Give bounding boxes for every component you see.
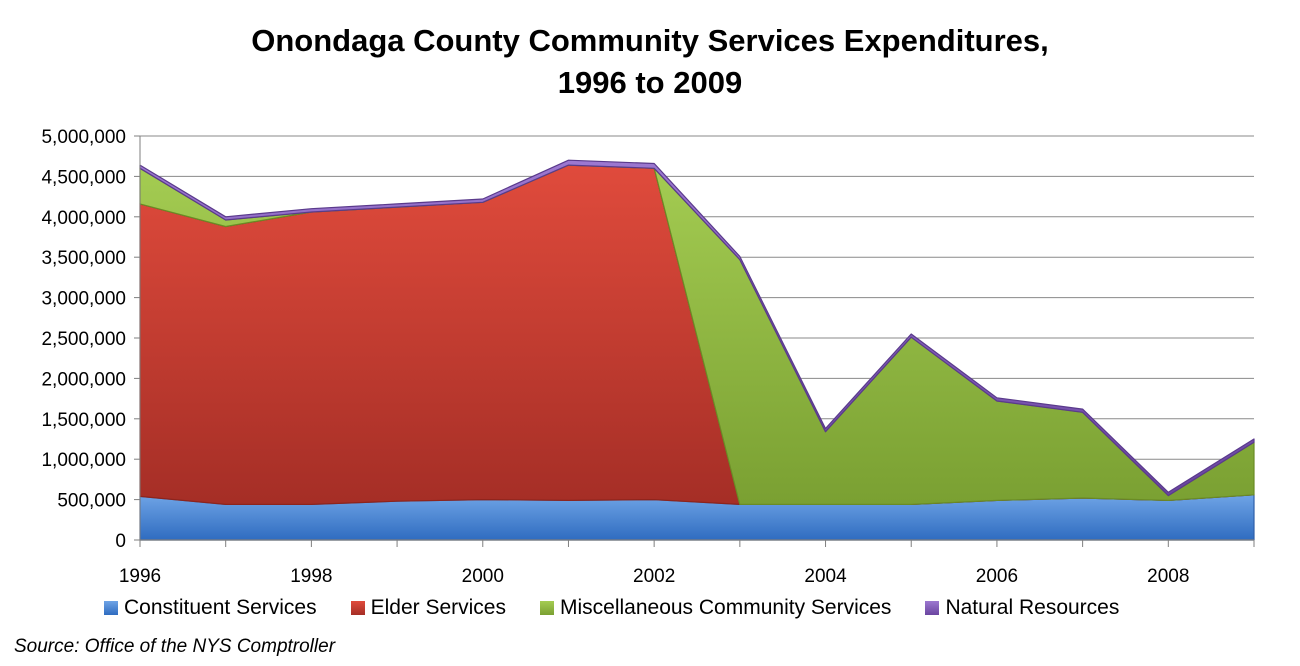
y-tick-label: 3,500,000 bbox=[41, 248, 126, 269]
x-tick-label: 1996 bbox=[119, 566, 161, 587]
y-tick-label: 4,000,000 bbox=[41, 208, 126, 229]
legend-swatch bbox=[925, 601, 940, 615]
legend-label: Constituent Services bbox=[124, 596, 317, 619]
x-axis-tick-labels: 1996 1998 2000 2002 2004 2006 2008 bbox=[119, 566, 1190, 587]
y-axis-tick-labels: 0 500,000 1,000,000 1,500,000 2,000,000 2,500… bbox=[41, 127, 126, 552]
legend-item-elder-services: Elder Services bbox=[350, 596, 506, 620]
y-tick-label: 2,000,000 bbox=[41, 369, 126, 390]
x-tick-label: 2006 bbox=[976, 566, 1018, 587]
chart-title-line2: 1996 to 2009 bbox=[557, 65, 743, 100]
legend-label: Elder Services bbox=[370, 596, 506, 619]
x-tick-label: 2004 bbox=[804, 566, 847, 587]
legend-swatch bbox=[350, 601, 365, 615]
y-tick-label: 3,000,000 bbox=[41, 289, 126, 310]
legend-item-natural-resources: Natural Resources bbox=[925, 596, 1119, 620]
x-tick-label: 2008 bbox=[1147, 566, 1189, 587]
y-tick-label: 0 bbox=[115, 531, 126, 552]
y-tick-label: 500,000 bbox=[57, 491, 126, 512]
chart-title: Onondaga County Community Services Expen… bbox=[0, 20, 1300, 104]
legend-swatch bbox=[539, 601, 554, 615]
legend-label: Miscellaneous Community Services bbox=[559, 596, 892, 619]
legend-item-constituent-services: Constituent Services bbox=[104, 596, 317, 620]
x-tick-label: 1998 bbox=[290, 566, 332, 587]
y-tick-label: 1,500,000 bbox=[41, 410, 126, 431]
legend-swatch bbox=[104, 601, 118, 615]
area-chart: 0 500,000 1,000,000 1,500,000 2,000,000 2,500… bbox=[41, 127, 1255, 587]
chart-title-line1: Onondaga County Community Services Expen… bbox=[251, 23, 1049, 58]
legend-label: Natural Resources bbox=[945, 596, 1120, 619]
x-tick-label: 2000 bbox=[462, 566, 504, 587]
x-tick-label: 2002 bbox=[633, 566, 675, 587]
y-tick-label: 1,000,000 bbox=[41, 450, 126, 471]
legend: Constituent Services Elder Services Misc… bbox=[104, 596, 1153, 620]
area-series bbox=[139, 159, 1255, 541]
source-note: Source: Office of the NYS Comptroller bbox=[14, 636, 336, 657]
y-tick-label: 2,500,000 bbox=[41, 329, 126, 350]
y-tick-label: 4,500,000 bbox=[41, 167, 126, 188]
legend-item-misc-community-services: Miscellaneous Community Services bbox=[539, 596, 892, 620]
area-natural-resources bbox=[139, 159, 1255, 497]
y-tick-label: 5,000,000 bbox=[41, 127, 126, 148]
axes bbox=[134, 135, 1255, 547]
